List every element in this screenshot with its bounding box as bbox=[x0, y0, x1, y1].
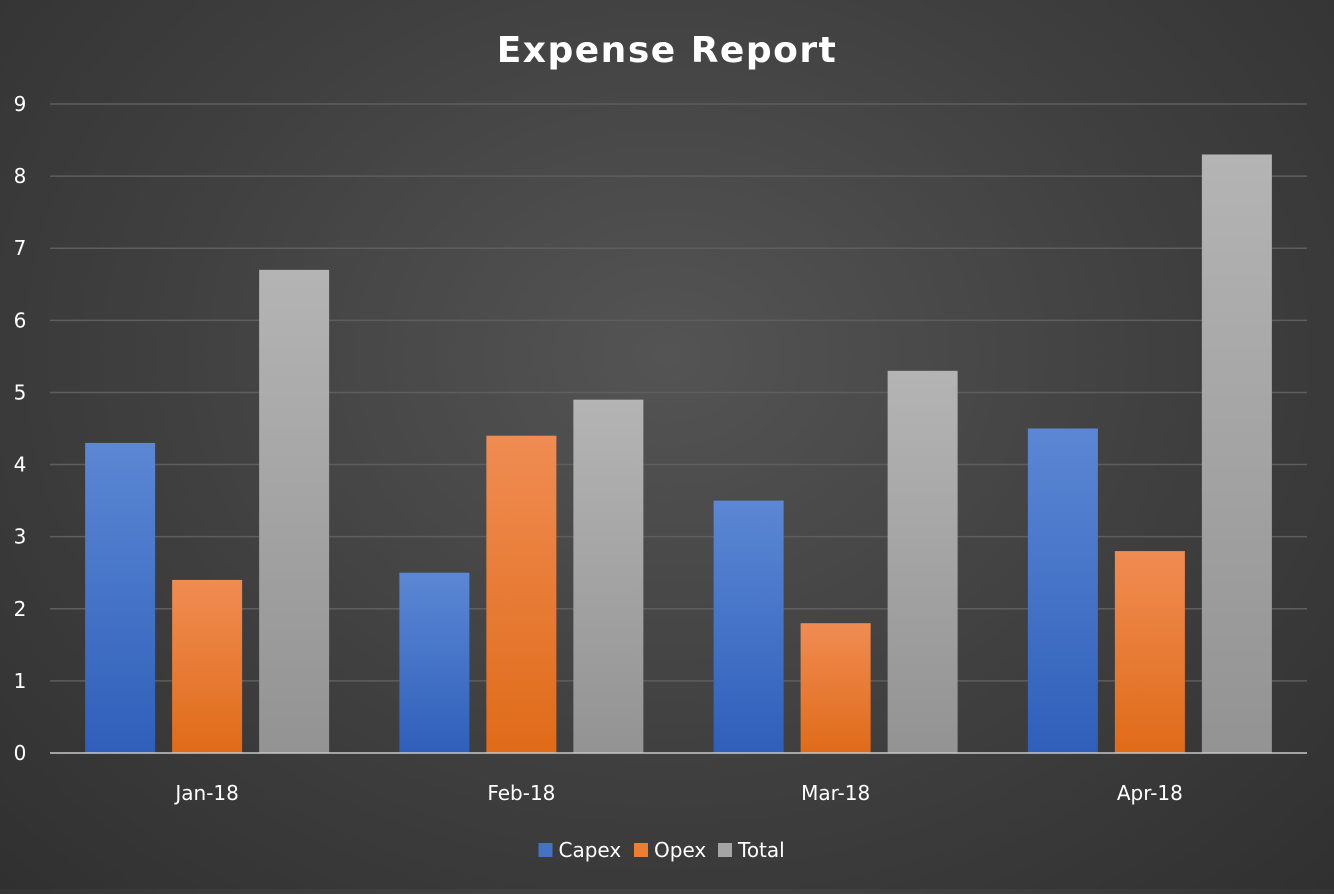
legend-item-capex: Capex bbox=[538, 838, 622, 862]
y-tick-label: 5 bbox=[14, 380, 27, 404]
bar-total-apr-18 bbox=[1201, 154, 1272, 753]
legend-label: Total bbox=[737, 838, 785, 862]
x-category-label: Mar-18 bbox=[801, 781, 870, 805]
y-tick-label: 1 bbox=[14, 669, 27, 693]
bar-opex-feb-18 bbox=[486, 435, 557, 753]
y-tick-label: 2 bbox=[14, 597, 27, 621]
y-tick-label: 7 bbox=[14, 236, 27, 260]
bar-total-mar-18 bbox=[887, 370, 958, 753]
legend-item-opex: Opex bbox=[634, 838, 706, 862]
y-tick-label: 3 bbox=[14, 525, 27, 549]
bar-opex-mar-18 bbox=[800, 623, 871, 753]
bar-capex-feb-18 bbox=[399, 572, 470, 753]
legend-label: Opex bbox=[654, 838, 706, 862]
chart-title: Expense Report bbox=[497, 30, 838, 71]
x-category-label: Jan-18 bbox=[173, 781, 239, 805]
x-category-label: Feb-18 bbox=[487, 781, 555, 805]
bar-opex-jan-18 bbox=[172, 579, 243, 753]
legend-swatch bbox=[634, 843, 648, 857]
y-axis-ticks: 0 1 2 3 4 5 6 7 8 9 bbox=[14, 92, 27, 765]
legend-swatch bbox=[538, 843, 553, 857]
bar-total-jan-18 bbox=[259, 269, 330, 753]
legend-label: Capex bbox=[559, 838, 622, 862]
bar-opex-apr-18 bbox=[1114, 551, 1185, 753]
x-category-label: Apr-18 bbox=[1117, 781, 1183, 805]
bar-total-feb-18 bbox=[573, 399, 644, 753]
y-tick-label: 0 bbox=[14, 741, 27, 765]
bar-capex-mar-18 bbox=[713, 500, 784, 753]
bar-capex-apr-18 bbox=[1027, 428, 1098, 753]
y-tick-label: 6 bbox=[14, 308, 27, 332]
legend-item-total: Total bbox=[718, 838, 785, 862]
legend: Capex Opex Total bbox=[538, 838, 785, 862]
legend-swatch bbox=[718, 843, 732, 857]
x-axis-labels: Jan-18 Feb-18 Mar-18 Apr-18 bbox=[173, 781, 1183, 805]
y-tick-label: 8 bbox=[14, 164, 27, 188]
bar-capex-jan-18 bbox=[85, 442, 156, 753]
y-tick-label: 9 bbox=[14, 92, 27, 116]
y-tick-label: 4 bbox=[14, 453, 27, 477]
bars bbox=[85, 154, 1272, 753]
